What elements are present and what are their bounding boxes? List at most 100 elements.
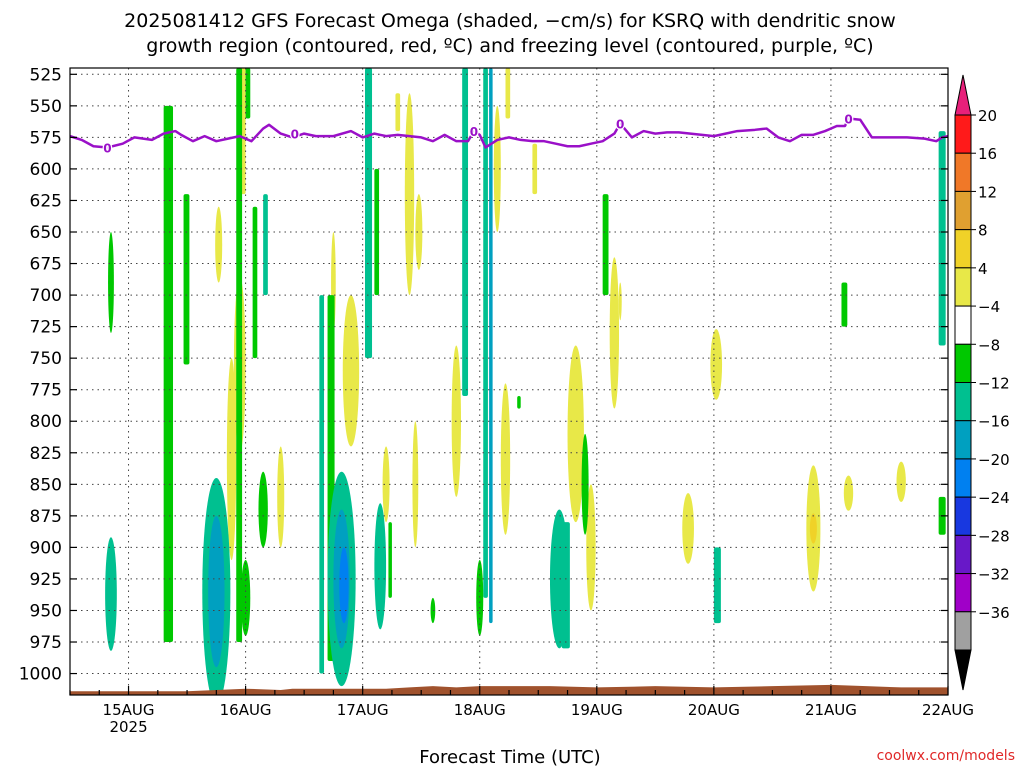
colorbar-segment [954,382,972,422]
colorbar-segment [954,343,972,383]
omega-negative-blob [374,503,387,630]
y-tick-label: 975 [30,633,62,653]
y-tick-label: 825 [30,444,62,464]
colorbar-segment [954,534,972,575]
omega-negative-region [236,68,243,643]
colorbar-segment [954,458,972,498]
omega-positive-blob [618,282,622,321]
y-tick-label: 675 [30,255,62,275]
freezing-level-label: 0 [103,141,111,155]
y-tick-label: 775 [30,381,62,401]
x-tick-label: 19AUG [571,701,623,719]
freezing-level-contour: 0 0 0 0 0 [70,111,948,157]
colorbar-segment [954,114,972,154]
omega-positive-blob [382,446,390,523]
freezing-level-label: 0 [616,118,624,132]
x-tick-label: 21AUG [805,701,857,719]
y-tick-label: 650 [30,223,62,243]
y-tick-label: 900 [30,538,62,558]
omega-positive-blob [896,461,906,502]
omega-negative-region [483,68,488,598]
y-tick-label: 925 [30,570,62,590]
colorbar-label: −28 [978,527,1010,545]
omega-negative-blob [105,537,117,651]
omega-negative-region [938,131,946,346]
terrain-band [70,684,948,695]
omega-negative-region [517,396,521,409]
omega-negative-blob [240,560,251,636]
omega-negative-region [374,168,380,296]
omega-positive-blob [500,383,511,535]
y-tick-label: 750 [30,349,62,369]
y-tick-label: 1000 [19,665,62,685]
y-tick-label: 850 [30,475,62,495]
omega-positive-blob [277,446,285,548]
colorbar-label: −12 [978,375,1010,393]
colorbar-segment [954,573,972,613]
x-tick-label: 16AUG [220,701,272,719]
colorbar-label: −20 [978,451,1010,469]
colorbar-label: −8 [978,336,1000,354]
colorbar-label: −32 [978,566,1010,584]
y-tick-label: 875 [30,507,62,527]
omega-positive-region [505,68,511,119]
colorbar-segment [954,305,972,345]
colorbar-bottom-arrow [954,649,972,691]
colorbar-top-arrow [954,74,972,116]
x-axis-label: Forecast Time (UTC) [419,747,600,768]
omega-negative-region [163,105,174,643]
watermark-text: coolwx.com/models [877,748,1015,764]
y-tick-label: 550 [30,97,62,117]
y-tick-label: 725 [30,318,62,338]
omega-positive-blob [404,93,415,296]
y-tick-label: 625 [30,191,62,211]
colorbar-segment [954,420,972,460]
omega-negative-region [263,194,268,296]
omega-positive-blob [682,493,694,564]
omega-positive-blob [710,329,723,400]
omega-positive-blob [342,295,360,447]
axes: 525 550 575 600 625 650 675 700 725 750 775 800 825 8… [19,65,974,736]
y-tick-label: 700 [30,286,62,306]
omega-negative-blob [581,433,589,535]
omega-positive-blob [567,345,584,523]
omega-negative-region [183,194,190,365]
omega-positive-blob [226,358,237,561]
omega-negative-blob [339,547,349,624]
colorbar-label: 4 [978,260,988,278]
y-tick-label: 575 [30,128,62,148]
omega-positive-region [395,93,401,132]
x-tick-label: 20AUG [688,701,740,719]
colorbar-label: 16 [978,145,997,163]
omega-negative-blob [108,232,114,333]
omega-negative-blob [430,597,436,624]
omega-negative-region [489,68,493,624]
colorbar-label: 12 [978,183,997,201]
x-tick-label: 15AUG [103,701,155,719]
omega-negative-region [319,295,325,674]
colorbar-segment [954,496,972,536]
x-year-label: 2025 [109,718,147,736]
freezing-level-line [70,117,948,149]
freezing-level-label: 0 [470,125,478,139]
colorbar-label: −16 [978,413,1010,431]
omega-positive-blob [215,206,223,283]
colorbar-label: −36 [978,604,1010,622]
omega-negative-blob [549,509,569,649]
omega-negative-region [841,282,848,327]
freezing-level-label: 0 [844,112,852,126]
omega-negative-region [252,206,258,359]
grid-lines [70,68,949,695]
colorbar-segment [954,190,972,231]
y-tick-label: 600 [30,160,62,180]
x-tick-label: 17AUG [337,701,389,719]
omega-negative-region [245,68,251,119]
omega-negative-blob [208,515,225,668]
colorbar-segment [954,229,972,269]
omega-negative-region [602,194,609,296]
x-tick-label: 22AUG [922,701,974,719]
colorbar-label: −24 [978,489,1010,507]
omega-positive-blob [843,475,854,511]
